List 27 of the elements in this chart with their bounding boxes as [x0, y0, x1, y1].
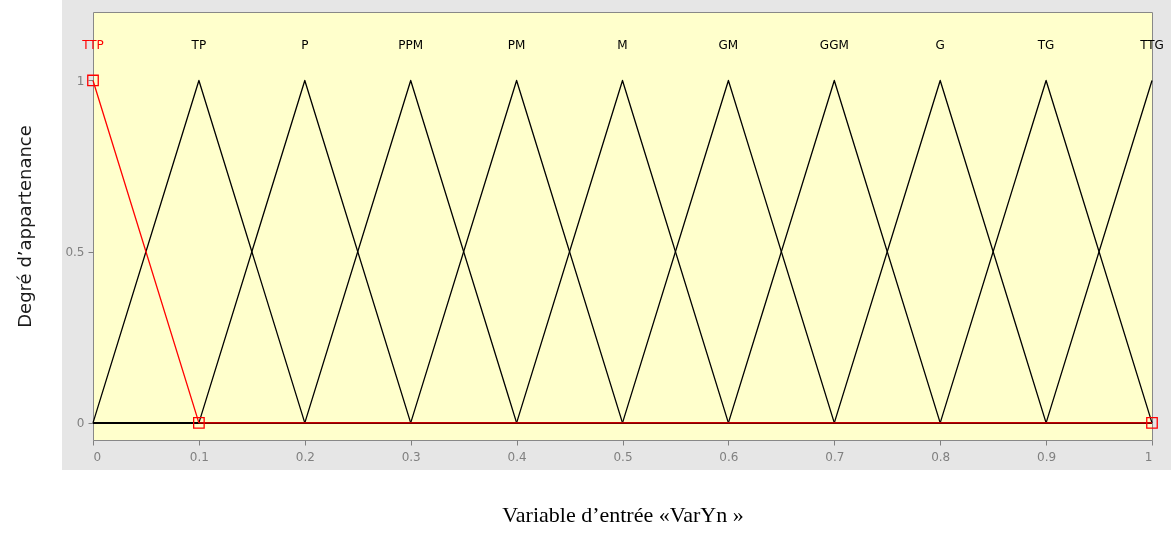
- text: TG: [1036, 38, 1055, 52]
- y-tick-label: 0.5: [65, 245, 85, 260]
- text: TP: [190, 38, 207, 52]
- series-label: TTP: [81, 38, 104, 52]
- x-tick-label: 0.4: [507, 449, 527, 464]
- x-tick-label: 0.6: [719, 449, 739, 464]
- x-tick-label: 0.9: [1037, 449, 1057, 464]
- text: PPM: [398, 38, 424, 52]
- text: TTG: [1139, 38, 1164, 52]
- x-tick-label: 0.8: [931, 449, 951, 464]
- y-axis-title: Degré d’appartenance: [14, 125, 36, 328]
- text: M: [617, 38, 628, 52]
- text: PM: [507, 38, 526, 52]
- text: GGM: [819, 38, 849, 52]
- y-tick-label: 1: [76, 73, 85, 88]
- x-tick-label: 0.2: [295, 449, 315, 464]
- text: P: [301, 38, 309, 52]
- x-tick-label: 0.5: [613, 449, 633, 464]
- y-tick-label: 0: [76, 416, 85, 431]
- text: G: [935, 38, 945, 52]
- x-tick-label: 1: [1144, 449, 1153, 464]
- x-tick-label: 0.3: [401, 449, 421, 464]
- x-tick-label: 0.1: [189, 449, 209, 464]
- x-axis-title: Variable d’entrée «VarYn »: [502, 501, 744, 527]
- x-tick-label: 0: [93, 449, 102, 464]
- text: GM: [718, 38, 739, 52]
- x-tick-label: 0.7: [825, 449, 845, 464]
